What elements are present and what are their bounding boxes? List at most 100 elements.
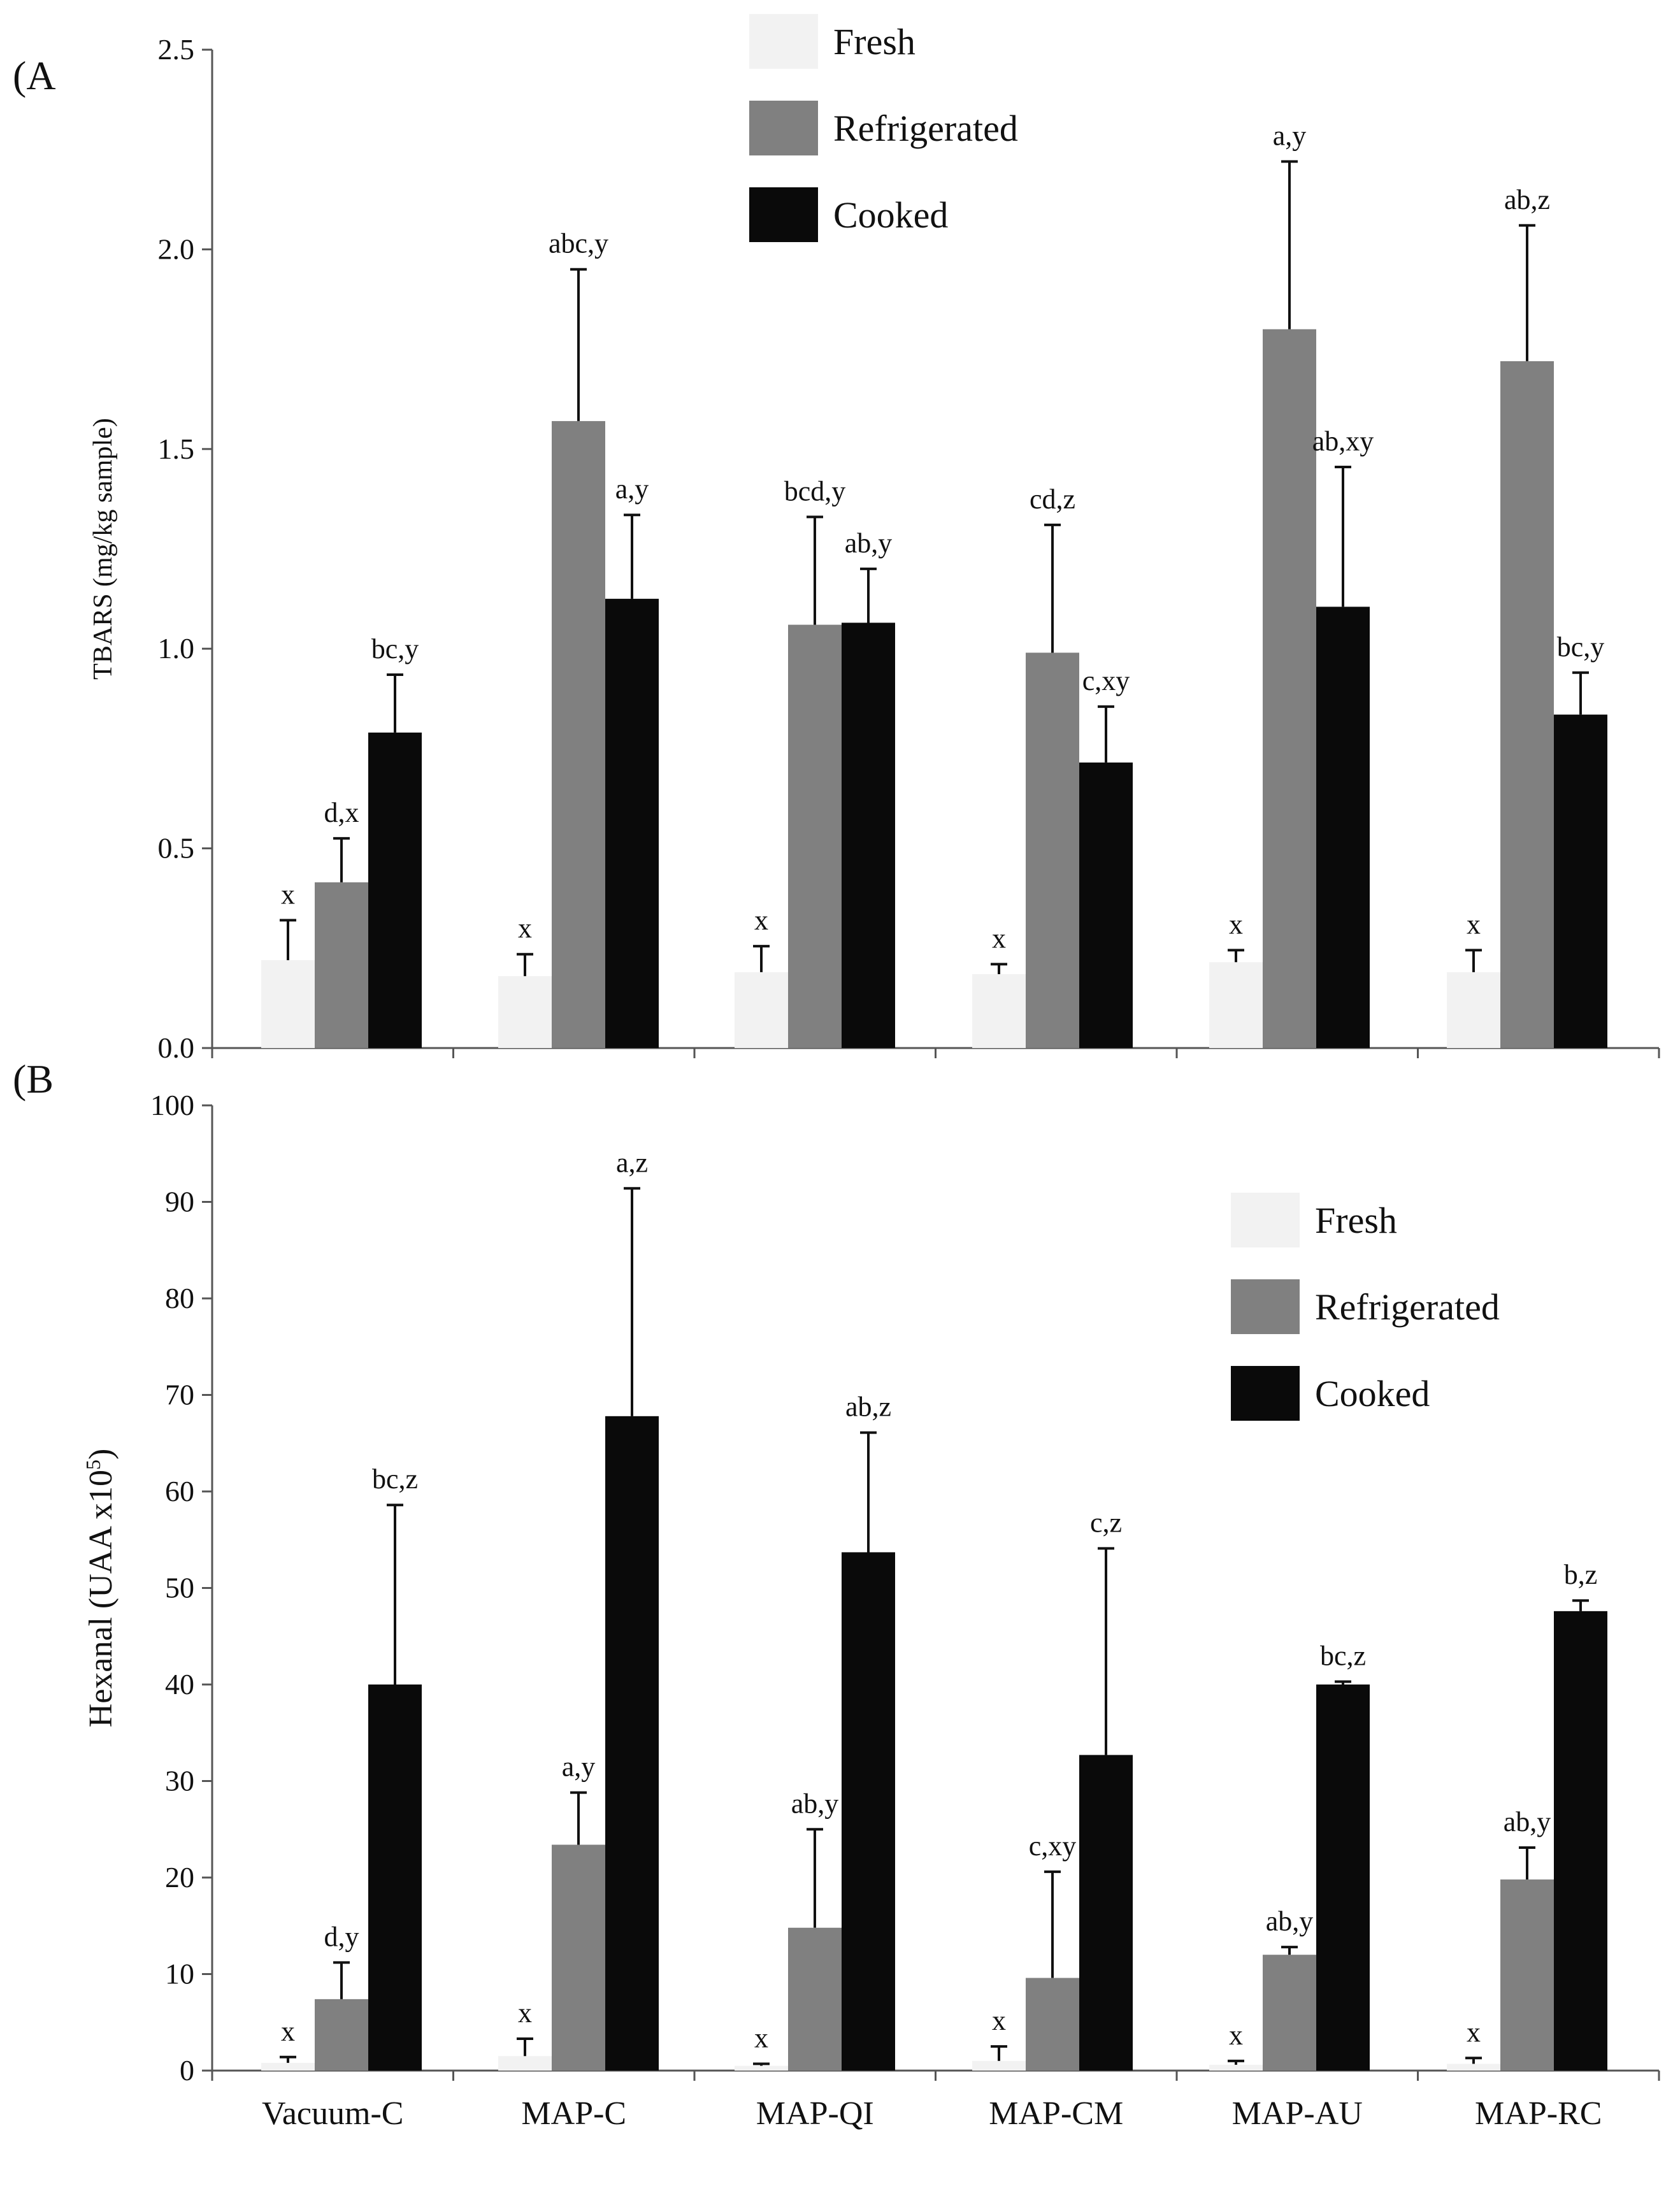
y-tick-label: 2.5 [158,33,195,66]
legend-label-cooked: Cooked [833,194,948,236]
bar-refrigerated [315,1999,368,2071]
bar-refrigerated [552,1844,605,2071]
significance-label: bcd,y [784,475,846,506]
bar-fresh [498,976,552,1048]
significance-label: a,z [616,1147,648,1178]
bar-refrigerated [1026,652,1079,1048]
bar-refrigerated [788,624,842,1048]
bar-cooked [1316,1685,1370,2071]
legend-swatch-fresh [749,14,818,69]
significance-label: x [992,923,1006,954]
y-tick-label: 1.0 [158,632,195,664]
bar-fresh [735,2065,788,2071]
significance-label: x [1467,2016,1481,2048]
significance-label: abc,y [549,228,608,259]
bar-cooked [1079,762,1133,1048]
significance-label: ab,z [1504,184,1550,215]
bar-fresh [498,2056,552,2071]
y-tick-label: 60 [165,1475,194,1507]
significance-label: a,y [615,473,649,505]
bar-cooked [1079,1755,1133,2071]
x-tick-label: MAP-QI [756,2095,874,2132]
legend-swatch-refrigerated [1231,1279,1300,1334]
significance-label: ab,y [1504,1806,1551,1837]
significance-label: b,z [1564,1559,1598,1590]
significance-label: x [754,905,768,936]
significance-label: c,z [1090,1507,1122,1538]
bar-fresh [1209,962,1263,1048]
bar-cooked [368,1685,422,2071]
x-tick-label: MAP-C [521,2095,626,2132]
bar-refrigerated [788,1927,842,2071]
significance-label: ab,y [845,528,893,559]
legend-swatch-fresh [1231,1193,1300,1247]
legend-label-fresh: Fresh [833,21,915,62]
panel-label: (B [13,1056,54,1102]
bar-refrigerated [315,882,368,1048]
bar-fresh [1447,972,1500,1048]
bar-cooked [842,1552,895,2071]
significance-label: bc,z [1320,1640,1366,1671]
bar-cooked [368,732,422,1048]
significance-label: ab,y [1266,1906,1314,1937]
bar-fresh [735,972,788,1048]
bar-fresh [1447,2064,1500,2071]
y-tick-label: 1.5 [158,433,195,465]
significance-label: ab,xy [1312,426,1374,457]
bar-fresh [261,2062,315,2071]
significance-label: x [1229,2020,1243,2051]
panel-label: (A [13,53,56,98]
y-axis-label-superscript: 5 [82,1460,104,1470]
legend-swatch-refrigerated [749,101,818,155]
bar-refrigerated [1263,1955,1316,2071]
y-tick-label: 80 [165,1282,194,1314]
significance-label: x [1229,909,1243,940]
legend-label-refrigerated: Refrigerated [833,108,1018,149]
significance-label: d,x [324,797,359,828]
x-tick-label: MAP-AU [1232,2095,1363,2132]
y-tick-label: 70 [165,1379,194,1411]
x-tick-label: MAP-CM [989,2095,1123,2132]
significance-label: x [518,913,532,944]
y-tick-label: 20 [165,1861,194,1893]
bar-cooked [605,1416,659,2071]
significance-label: x [754,2022,768,2053]
bar-cooked [842,622,895,1048]
y-tick-label: 0 [180,2054,194,2087]
bar-cooked [1554,714,1607,1048]
y-tick-label: 0.5 [158,832,195,865]
bar-fresh [972,974,1026,1048]
bar-fresh [1209,2064,1263,2071]
significance-label: ab,y [791,1788,839,1819]
significance-label: bc,y [371,633,419,664]
legend-label-fresh: Fresh [1315,1200,1397,1241]
significance-label: x [281,2016,295,2047]
x-tick-label: MAP-RC [1475,2095,1602,2132]
y-tick-label: 30 [165,1765,194,1797]
bar-cooked [1316,607,1370,1048]
significance-label: x [1467,909,1481,940]
bar-fresh [972,2060,1026,2071]
bar-refrigerated [1263,329,1316,1048]
bar-cooked [1554,1611,1607,2071]
panel-b: (B 0 10 20 30 40 50 60 70 80 90 100 Hexanal (UAA x10… [13,1056,1660,2132]
significance-label: x [992,2005,1006,2036]
significance-label: bc,y [1557,631,1605,663]
y-axis-label: TBARS (mg/kg sample) [89,418,118,680]
y-tick-label: 0.0 [158,1031,195,1064]
bar-refrigerated [1026,1978,1079,2071]
y-axis-label: Hexanal (UAA x105) [82,1449,119,1728]
significance-label: bc,z [372,1463,418,1495]
significance-label: c,xy [1029,1830,1077,1862]
y-tick-label: 2.0 [158,233,195,265]
bar-refrigerated [552,420,605,1048]
x-tick-label: Vacuum-C [262,2095,403,2132]
bar-refrigerated [1500,1879,1554,2071]
significance-label: d,y [324,1921,359,1952]
legend-swatch-cooked [1231,1366,1300,1421]
significance-label: a,y [562,1751,596,1783]
significance-label: c,xy [1082,665,1130,696]
significance-label: ab,z [845,1391,891,1423]
